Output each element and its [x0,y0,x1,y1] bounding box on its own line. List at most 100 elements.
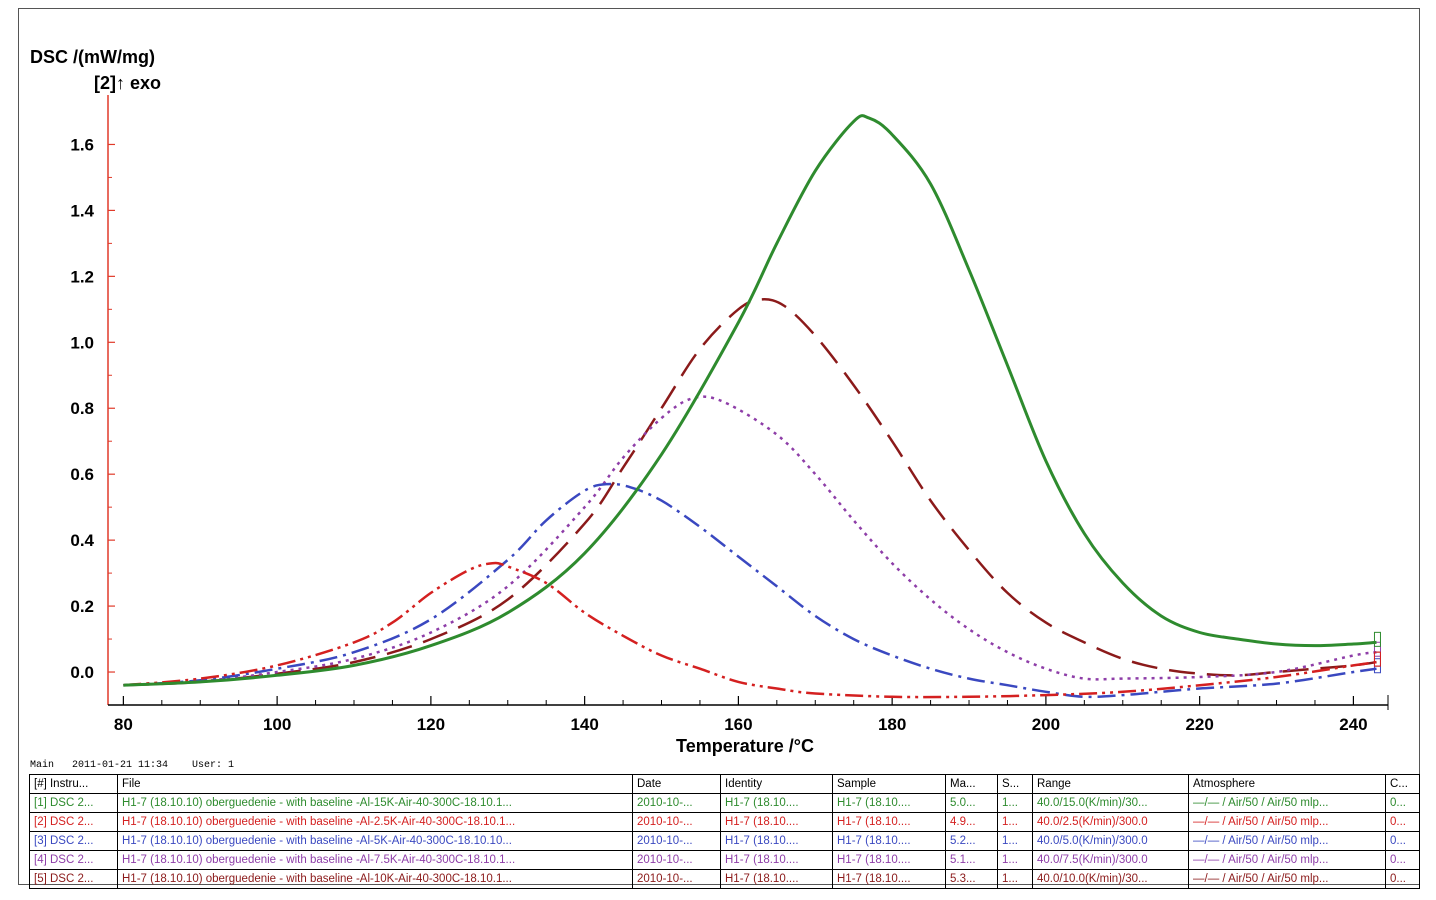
legend-cell: 1... [997,812,1033,832]
legend-cell: —/— / Air/50 / Air/50 mlp... [1188,793,1386,813]
legend-cell: H1-7 (18.10.... [832,812,946,832]
legend-cell: —/— / Air/50 / Air/50 mlp... [1188,869,1386,889]
y-tick-label: 1.0 [70,333,94,352]
series-line-1 [123,114,1377,687]
legend-cell: [5] DSC 2... [29,869,118,889]
legend-header-cell[interactable]: Atmosphere [1188,774,1386,794]
legend-cell: H1-7 (18.10.... [832,793,946,813]
y-tick-label: 0.0 [70,663,94,682]
x-tick-label: 160 [724,715,752,734]
legend-cell: H1-7 (18.10.... [720,850,833,870]
y-tick-label: 0.8 [70,399,94,418]
series-layer [123,114,1381,699]
legend-cell: 2010-10-... [632,831,721,851]
y-tick-label: 0.4 [70,531,94,550]
legend-cell: —/— / Air/50 / Air/50 mlp... [1188,831,1386,851]
legend-header-cell[interactable]: Identity [720,774,833,794]
legend-cell: 1... [997,869,1033,889]
x-tick-label: 200 [1032,715,1060,734]
y-tick-label: 1.6 [70,135,94,154]
axes-layer: 0.0 0.2 0.4 0.6 0.8 1.0 1.2 1.4 1.6 80 100 120 140 16… [70,95,1389,734]
legend-cell: 5.0... [945,793,998,813]
legend-cell: [2] DSC 2... [29,812,118,832]
x-tick-label: 140 [570,715,598,734]
legend-row[interactable]: [4] DSC 2... H1-7 (18.10.10) oberguedenie… [29,850,1420,870]
x-tick-label: 100 [263,715,291,734]
legend-cell: 2010-10-... [632,850,721,870]
legend-cell: H1-7 (18.10.10) oberguedenie - with base… [117,850,633,870]
legend-cell: 0... [1385,831,1420,851]
legend-header-row: [#] Instru... File Date Identity Sample Ma...… [29,774,1420,794]
legend-header-cell[interactable]: Range [1032,774,1189,794]
x-tick-label: 120 [417,715,445,734]
legend-cell: H1-7 (18.10.10) oberguedenie - with base… [117,793,633,813]
legend-row[interactable]: [5] DSC 2... H1-7 (18.10.10) oberguedenie… [29,869,1420,889]
legend-cell: [1] DSC 2... [29,793,118,813]
series-line-3 [123,482,1377,699]
legend-cell: 40.0/5.0(K/min)/300.0 [1032,831,1189,851]
legend-cell: 0... [1385,793,1420,813]
legend-header-cell[interactable]: Ma... [945,774,998,794]
legend-cell: 5.3... [945,869,998,889]
legend-cell: 0... [1385,869,1420,889]
legend-header-cell[interactable]: File [117,774,633,794]
legend-cell: 5.1... [945,850,998,870]
legend-cell: 1... [997,850,1033,870]
series-end-marker-4 [1373,641,1381,657]
series-line-4 [123,395,1377,687]
legend-table: [#] Instru... File Date Identity Sample Ma...… [29,774,1420,889]
legend-row[interactable]: [2] DSC 2... H1-7 (18.10.10) oberguedenie… [29,812,1420,832]
legend-cell: H1-7 (18.10.... [832,869,946,889]
x-tick-label: 240 [1339,715,1367,734]
legend-cell: [3] DSC 2... [29,831,118,851]
legend-header-cell[interactable]: [#] Instru... [29,774,118,794]
legend-cell: 0... [1385,850,1420,870]
legend-cell: H1-7 (18.10.10) oberguedenie - with base… [117,812,633,832]
legend-cell: H1-7 (18.10.... [832,850,946,870]
status-line: Main 2011-01-21 11:34 User: 1 [30,760,235,771]
legend-cell: 2010-10-... [632,812,721,832]
y-tick-label: 0.6 [70,465,94,484]
legend-cell: —/— / Air/50 / Air/50 mlp... [1188,850,1386,870]
y-axis-exo-label: [2]↑ exo [94,73,161,93]
series-line-5 [123,298,1377,687]
legend-cell: 40.0/7.5(K/min)/300.0 [1032,850,1189,870]
series-end-marker-1 [1373,631,1381,647]
legend-cell: 4.9... [945,812,998,832]
legend-cell: 2010-10-... [632,793,721,813]
series-line-2 [123,561,1377,699]
dsc-chart: 0.0 0.2 0.4 0.6 0.8 1.0 1.2 1.4 1.6 80 100 120 140 16… [30,47,1389,756]
legend-cell: H1-7 (18.10.10) oberguedenie - with base… [117,831,633,851]
y-tick-label: 0.2 [70,597,94,616]
legend-cell: H1-7 (18.10.... [720,869,833,889]
legend-row[interactable]: [3] DSC 2... H1-7 (18.10.10) oberguedenie… [29,831,1420,851]
legend-header-cell[interactable]: C... [1385,774,1420,794]
legend-cell: —/— / Air/50 / Air/50 mlp... [1188,812,1386,832]
legend-cell: 2010-10-... [632,869,721,889]
legend-cell: H1-7 (18.10.... [832,831,946,851]
legend-cell: 1... [997,793,1033,813]
series-end-marker-2 [1373,651,1381,667]
legend-cell: 5.2... [945,831,998,851]
y-axis-label: DSC /(mW/mg) [30,47,155,67]
legend-cell: 40.0/15.0(K/min)/30... [1032,793,1189,813]
legend-cell: H1-7 (18.10.... [720,793,833,813]
legend-cell: H1-7 (18.10.10) oberguedenie - with base… [117,869,633,889]
legend-header-cell[interactable]: Date [632,774,721,794]
x-tick-label: 180 [878,715,906,734]
legend-cell: 40.0/10.0(K/min)/30... [1032,869,1189,889]
legend-cell: 1... [997,831,1033,851]
legend-cell: 40.0/2.5(K/min)/300.0 [1032,812,1189,832]
legend-cell: H1-7 (18.10.... [720,812,833,832]
legend-cell: 0... [1385,812,1420,832]
legend-header-cell[interactable]: Sample [832,774,946,794]
x-axis-label: Temperature /°C [676,736,814,756]
x-tick-label: 80 [114,715,133,734]
y-tick-label: 1.4 [70,201,94,220]
legend-cell: H1-7 (18.10.... [720,831,833,851]
legend-row[interactable]: [1] DSC 2... H1-7 (18.10.10) oberguedenie… [29,793,1420,813]
x-tick-label: 220 [1185,715,1213,734]
y-tick-label: 1.2 [70,267,94,286]
legend-cell: [4] DSC 2... [29,850,118,870]
legend-header-cell[interactable]: S... [997,774,1033,794]
